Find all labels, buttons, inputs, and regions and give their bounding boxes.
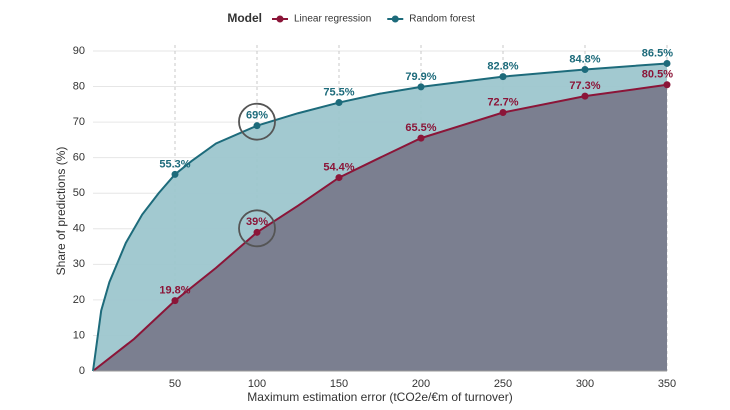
point <box>335 99 343 107</box>
y-tick-label: 0 <box>79 365 85 377</box>
y-tick-label: 30 <box>73 258 85 270</box>
point <box>417 83 425 91</box>
y-axis-label: Share of predictions (%) <box>54 147 68 276</box>
value-label: 86.5% <box>642 47 673 59</box>
point <box>581 65 589 73</box>
value-label: 77.3% <box>569 80 600 92</box>
y-tick-label: 20 <box>73 294 85 306</box>
line <box>92 83 668 372</box>
y-tick-label: 70 <box>73 116 85 128</box>
value-label: 84.8% <box>569 53 600 65</box>
y-tick-label: 40 <box>73 223 85 235</box>
x-tick-label: 350 <box>658 378 676 390</box>
value-label: 55.3% <box>159 158 190 170</box>
point <box>253 228 261 236</box>
y-tick-label: 50 <box>73 187 85 199</box>
value-label: 54.4% <box>323 161 354 173</box>
y-tick-label: 10 <box>73 329 85 341</box>
x-tick-label: 50 <box>169 378 181 390</box>
point <box>499 109 507 117</box>
point <box>417 134 425 142</box>
legend-title: Model <box>227 11 262 25</box>
value-label: 69% <box>246 110 268 122</box>
legend-marker <box>391 15 399 23</box>
value-label: 72.7% <box>487 96 518 108</box>
legend-label: Random forest <box>409 14 475 25</box>
highlight-ring <box>238 102 276 141</box>
line <box>92 62 668 372</box>
value-label: 65.5% <box>405 122 436 134</box>
value-label: 19.8% <box>159 285 190 297</box>
legend-marker <box>276 15 284 23</box>
highlight-ring <box>238 209 276 248</box>
point <box>253 122 261 130</box>
point <box>663 59 671 67</box>
point <box>335 174 343 182</box>
x-tick-label: 200 <box>412 378 430 390</box>
point <box>499 73 507 81</box>
value-label: 80.5% <box>642 69 673 81</box>
value-label: 82.8% <box>487 61 518 73</box>
area <box>93 84 667 372</box>
x-tick-label: 150 <box>330 378 348 390</box>
point <box>171 170 179 178</box>
point <box>663 81 671 89</box>
legend-label: Linear regression <box>294 14 371 25</box>
value-label: 39% <box>246 216 268 228</box>
point <box>171 297 179 305</box>
y-tick-label: 60 <box>73 152 85 164</box>
value-label: 75.5% <box>323 86 354 98</box>
y-tick-label: 80 <box>73 80 85 92</box>
x-tick-label: 250 <box>494 378 512 390</box>
x-axis-label: Maximum estimation error (tCO2e/€m of tu… <box>247 390 512 404</box>
x-tick-label: 100 <box>248 378 266 390</box>
value-label: 79.9% <box>405 71 436 83</box>
point <box>581 92 589 100</box>
y-tick-label: 90 <box>73 45 85 57</box>
x-tick-label: 300 <box>576 378 594 390</box>
